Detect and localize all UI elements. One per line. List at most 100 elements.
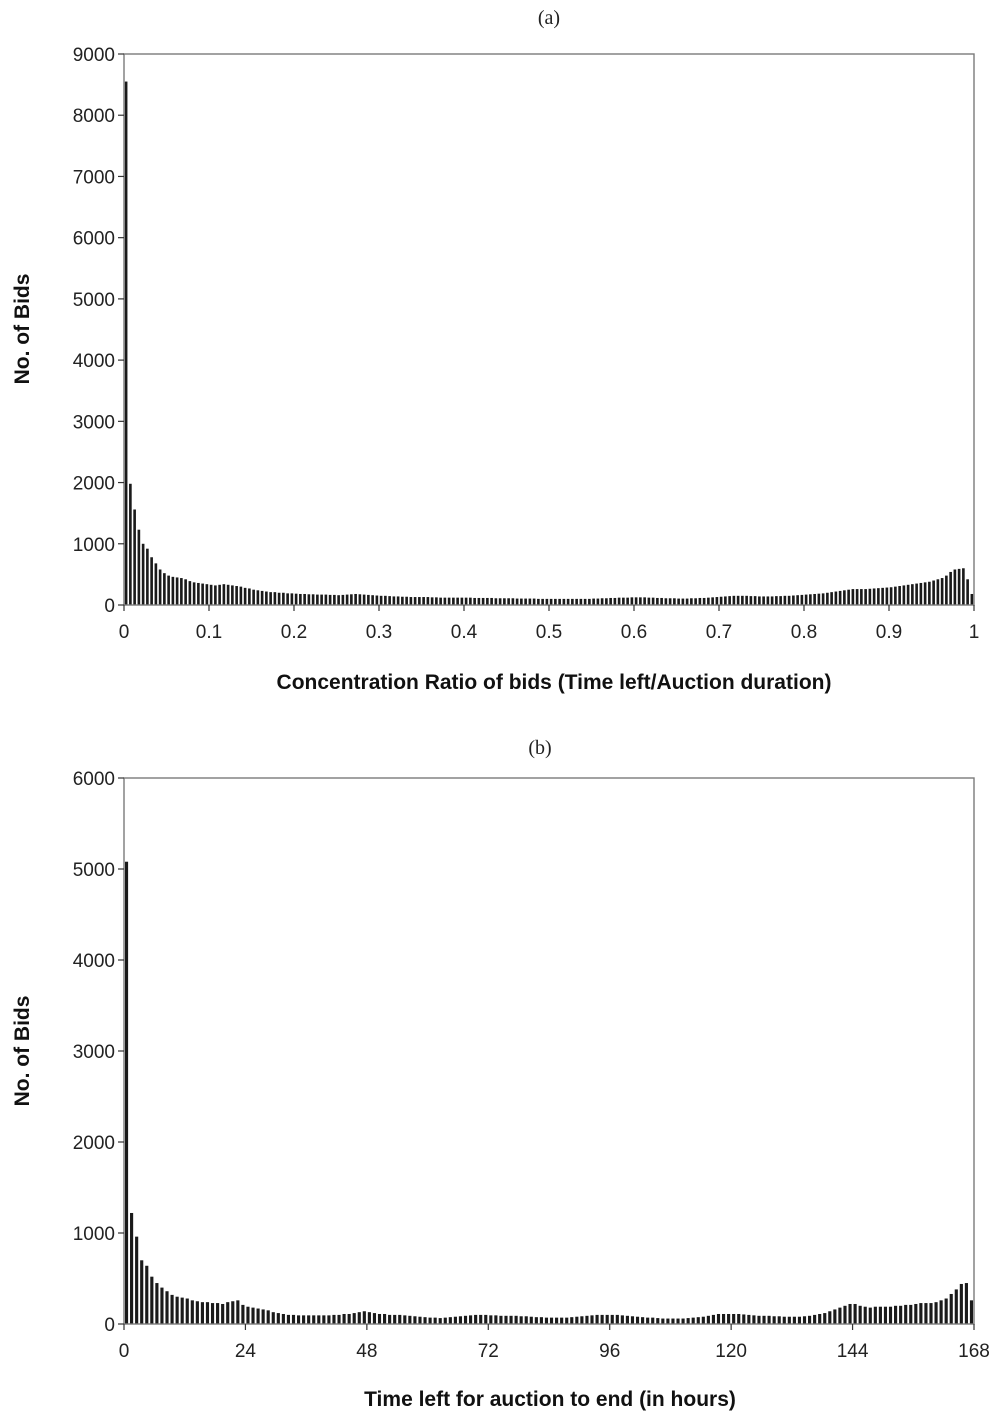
bar: [448, 1317, 452, 1324]
bar: [830, 592, 833, 605]
bar: [408, 1315, 412, 1324]
bar: [190, 1300, 194, 1324]
bar: [265, 591, 268, 605]
bar: [545, 598, 549, 605]
bar: [494, 598, 498, 605]
y-axis-title-a: No. of Bids: [11, 274, 34, 385]
bar: [226, 1302, 230, 1324]
bar: [124, 861, 129, 1324]
bar: [175, 1296, 179, 1324]
bar: [741, 595, 744, 605]
bar: [575, 598, 578, 605]
bar: [809, 594, 812, 605]
bar: [273, 592, 277, 605]
bar: [826, 592, 829, 605]
bar: [447, 597, 451, 605]
bar: [817, 593, 821, 605]
bar: [332, 1314, 336, 1324]
bar: [324, 594, 328, 605]
bar: [775, 596, 778, 605]
bar: [401, 596, 404, 605]
bar: [163, 573, 166, 605]
bar: [728, 596, 731, 605]
bar: [596, 598, 600, 605]
bar: [322, 1315, 326, 1324]
bar: [473, 597, 476, 605]
bar-series-a: [124, 81, 974, 606]
bar: [452, 597, 455, 605]
bar: [345, 594, 349, 605]
panel-label-a: (a): [538, 7, 560, 29]
bar: [291, 1314, 296, 1324]
bar: [443, 597, 447, 605]
bar: [141, 543, 145, 605]
bar: [777, 1316, 781, 1324]
bar: [511, 598, 515, 605]
bar: [878, 1306, 882, 1324]
bar: [413, 597, 417, 605]
bar: [490, 597, 493, 605]
bar: [888, 1306, 893, 1324]
bar: [205, 584, 209, 605]
bar: [231, 1301, 235, 1324]
bar: [296, 1315, 301, 1324]
bar: [137, 529, 141, 605]
bar: [579, 598, 583, 605]
bar: [711, 1314, 716, 1324]
bar: [868, 588, 872, 605]
bar: [877, 588, 880, 605]
bar: [823, 1313, 827, 1324]
bar: [209, 584, 213, 605]
bar: [256, 590, 260, 605]
bar: [580, 1316, 584, 1324]
bar: [352, 1313, 356, 1324]
bar: [317, 1315, 321, 1324]
bar: [711, 597, 714, 605]
bar: [571, 598, 574, 605]
bar: [347, 1313, 351, 1324]
bar: [503, 598, 506, 605]
bar: [641, 1317, 645, 1324]
y-tick-label: 9000: [73, 45, 115, 66]
bar: [964, 1283, 968, 1324]
x-tick-label: 144: [837, 1341, 869, 1362]
bar: [752, 1315, 756, 1324]
bar: [185, 1298, 189, 1324]
bar: [804, 594, 808, 605]
bar: [160, 1287, 164, 1324]
y-tick-label: 8000: [73, 106, 115, 127]
y-tick-label: 0: [104, 1315, 115, 1336]
bar: [715, 597, 719, 605]
bar: [205, 1302, 210, 1324]
bar: [195, 1301, 199, 1324]
bar: [393, 1314, 397, 1324]
bar: [184, 579, 187, 605]
bar: [231, 585, 234, 605]
bar: [617, 597, 621, 605]
bar: [721, 1313, 726, 1324]
bar: [328, 594, 332, 605]
bar: [281, 1313, 285, 1324]
bar: [403, 1315, 407, 1324]
x-axis-a: 0 0.1 0.2 0.3 0.4 0.5 0.6 0.7 0.8 0.9 1: [119, 605, 979, 643]
y-tick-label: 3000: [73, 412, 115, 433]
bar: [507, 598, 510, 605]
plot-frame-a: [123, 53, 975, 606]
bar: [787, 595, 791, 605]
bar: [681, 598, 685, 605]
bar: [286, 593, 289, 605]
bar: [562, 598, 566, 605]
bar: [214, 585, 217, 605]
bar: [140, 1260, 144, 1324]
bar: [706, 1315, 710, 1324]
bar: [337, 1314, 341, 1324]
y-tick-label: 5000: [73, 860, 115, 881]
bar: [813, 1314, 817, 1324]
x-tick-label: 0.4: [451, 622, 478, 643]
bar: [266, 1310, 270, 1324]
bar: [327, 1315, 331, 1324]
bar: [438, 1318, 442, 1324]
bar: [377, 1313, 382, 1324]
bar: [388, 1314, 392, 1324]
x-axis-title-b: Time left for auction to end (in hours): [364, 1388, 736, 1411]
